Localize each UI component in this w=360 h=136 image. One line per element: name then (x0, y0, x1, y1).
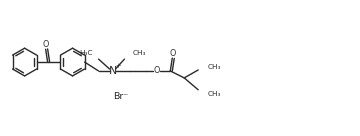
Text: O: O (42, 40, 49, 49)
Text: CH₃: CH₃ (207, 64, 221, 70)
Text: CH₃: CH₃ (207, 91, 221, 97)
Text: +: + (115, 63, 121, 69)
Text: O: O (153, 67, 159, 75)
Text: N: N (108, 66, 117, 76)
Text: O: O (169, 49, 175, 58)
Text: Br⁻: Br⁻ (113, 92, 128, 101)
Text: CH₃: CH₃ (132, 50, 146, 56)
Text: H₃C: H₃C (79, 50, 93, 56)
